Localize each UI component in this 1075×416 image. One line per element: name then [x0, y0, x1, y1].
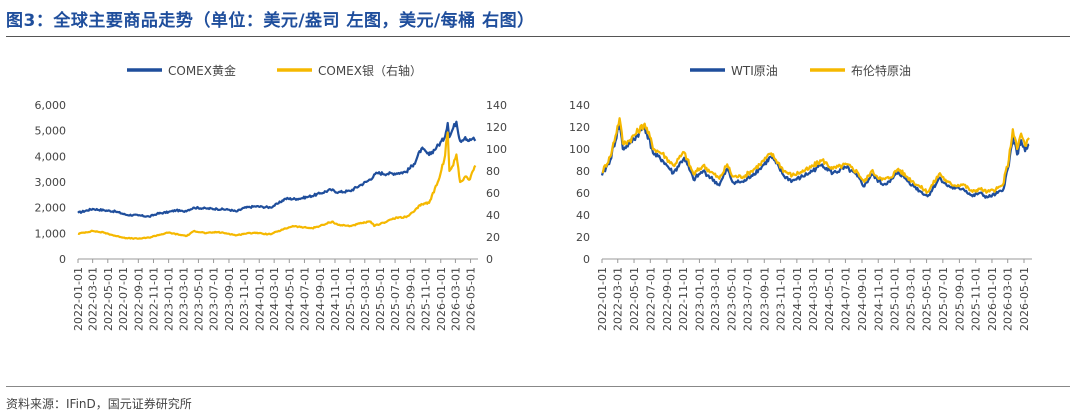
x-tick-label: 2023-05-01: [192, 267, 205, 331]
title-rule: [6, 36, 1070, 37]
x-tick-label: 2022-09-01: [661, 267, 674, 331]
x-tick-label: 2023-07-01: [208, 267, 221, 331]
crude-oil-chart: WTI原油 布伦特原油 0 20 40 60 80 100 120 140 2022-01-0…: [569, 63, 1032, 331]
x-tick-label: 2025-05-01: [374, 267, 387, 331]
series-group: [600, 117, 1030, 199]
x-tick-label: 2022-07-01: [117, 267, 130, 331]
x-tick-label: 2024-05-01: [283, 267, 296, 331]
x-tick-label: 2024-09-01: [314, 267, 327, 331]
x-tick-label: 2025-07-01: [937, 267, 950, 331]
x-tick-label: 2022-01-01: [72, 267, 85, 331]
y-right-tick-label: 0: [486, 253, 493, 266]
y-left-tick-label: 0: [59, 253, 66, 266]
x-tick-label: 2022-05-01: [628, 267, 641, 331]
source-note: 资料来源：IFinD，国元证券研究所: [6, 397, 192, 411]
x-tick-label: 2026-03-01: [1002, 267, 1015, 331]
x-tick-label: 2022-01-01: [596, 267, 609, 331]
series-line-1: [77, 120, 477, 218]
x-tick-label: 2024-07-01: [298, 267, 311, 331]
y-left-tick-label: 0: [583, 253, 590, 266]
x-tick-label: 2023-11-01: [238, 267, 251, 331]
x-tick-label: 2026-05-01: [1018, 267, 1031, 331]
x-tick-label: 2023-01-01: [163, 267, 176, 331]
legend-label-wti: WTI原油: [731, 64, 778, 78]
y-left-tick-label: 4,000: [35, 150, 67, 163]
y-right-tick-label: 20: [486, 231, 500, 244]
x-tick-label: 2025-01-01: [889, 267, 902, 331]
y-axis-left: 0 1,000 2,000 3,000 4,000 5,000 6,000: [35, 99, 67, 266]
x-tick-label: 2025-03-01: [359, 267, 372, 331]
legend: COMEX黄金 COMEX银（右轴）: [127, 63, 422, 78]
gold-silver-chart: COMEX黄金 COMEX银（右轴） 0 1,000 2,000 3,000 4,000…: [35, 63, 508, 331]
y-left-tick-label: 5,000: [35, 125, 67, 138]
x-tick-label: 2024-03-01: [268, 267, 281, 331]
x-tick-label: 2024-07-01: [839, 267, 852, 331]
x-tick-label: 2023-09-01: [223, 267, 236, 331]
y-left-tick-label: 1,000: [35, 227, 67, 240]
y-left-tick-label: 80: [576, 165, 590, 178]
x-tick-label: 2025-11-01: [420, 267, 433, 331]
y-left-tick-label: 3,000: [35, 176, 67, 189]
y-left-tick-label: 60: [576, 187, 590, 200]
series-line-2: [77, 131, 477, 240]
x-tick-label: 2024-05-01: [823, 267, 836, 331]
y-left-tick-label: 20: [576, 231, 590, 244]
x-tick-label: 2023-03-01: [709, 267, 722, 331]
x-tick-label: 2022-03-01: [87, 267, 100, 331]
x-axis: 2022-01-01 2022-03-01 2022-05-01 2022-07-01…: [596, 259, 1031, 331]
y-left-tick-label: 100: [569, 143, 590, 156]
x-tick-label: 2023-11-01: [775, 267, 788, 331]
x-tick-label: 2026-01-01: [435, 267, 448, 331]
x-axis: 2022-01-01 2022-03-01 2022-05-01 2022-07-01…: [72, 259, 478, 331]
y-right-tick-label: 100: [486, 143, 507, 156]
x-tick-label: 2023-09-01: [758, 267, 771, 331]
footer-rule: [6, 386, 1070, 387]
x-tick-label: 2025-11-01: [970, 267, 983, 331]
x-tick-label: 2026-05-01: [465, 267, 478, 331]
x-tick-label: 2024-03-01: [807, 267, 820, 331]
x-tick-label: 2025-09-01: [404, 267, 417, 331]
x-tick-label: 2023-05-01: [725, 267, 738, 331]
legend-label-gold: COMEX黄金: [168, 63, 236, 78]
y-left-tick-label: 40: [576, 209, 590, 222]
x-tick-label: 2024-11-01: [329, 267, 342, 331]
x-tick-label: 2023-03-01: [177, 267, 190, 331]
y-left-tick-label: 120: [569, 121, 590, 134]
x-tick-label: 2025-05-01: [921, 267, 934, 331]
series-line-2: [601, 117, 1030, 194]
x-tick-label: 2023-07-01: [742, 267, 755, 331]
x-tick-label: 2022-11-01: [677, 267, 690, 331]
x-tick-label: 2022-09-01: [132, 267, 145, 331]
x-tick-label: 2024-01-01: [253, 267, 266, 331]
figure-title: 图3：全球主要商品走势（单位：美元/盎司 左图，美元/每桶 右图）: [6, 11, 535, 31]
legend-label-silver: COMEX银（右轴）: [318, 63, 422, 78]
y-right-tick-label: 140: [486, 99, 507, 112]
x-tick-label: 2025-07-01: [389, 267, 402, 331]
x-tick-label: 2022-05-01: [102, 267, 115, 331]
legend-label-brent: 布伦特原油: [851, 63, 911, 78]
x-tick-label: 2025-09-01: [953, 267, 966, 331]
x-tick-label: 2025-01-01: [344, 267, 357, 331]
y-right-tick-label: 120: [486, 121, 507, 134]
y-axis-left: 0 20 40 60 80 100 120 140: [569, 99, 590, 266]
x-tick-label: 2025-03-01: [904, 267, 917, 331]
x-tick-label: 2022-07-01: [644, 267, 657, 331]
x-tick-label: 2022-11-01: [147, 267, 160, 331]
y-left-tick-label: 6,000: [35, 99, 67, 112]
x-tick-label: 2026-03-01: [449, 267, 462, 331]
x-tick-label: 2023-01-01: [693, 267, 706, 331]
y-right-tick-label: 60: [486, 187, 500, 200]
y-left-tick-label: 2,000: [35, 202, 67, 215]
x-tick-label: 2022-03-01: [612, 267, 625, 331]
x-tick-label: 2024-11-01: [872, 267, 885, 331]
x-tick-label: 2024-01-01: [791, 267, 804, 331]
y-axis-right: 0 20 40 60 80 100 120 140: [486, 99, 507, 266]
series-group: [77, 120, 477, 240]
y-right-tick-label: 80: [486, 165, 500, 178]
legend: WTI原油 布伦特原油: [690, 63, 911, 78]
x-tick-label: 2026-01-01: [986, 267, 999, 331]
x-tick-label: 2024-09-01: [856, 267, 869, 331]
y-left-tick-label: 140: [569, 99, 590, 112]
y-right-tick-label: 40: [486, 209, 500, 222]
